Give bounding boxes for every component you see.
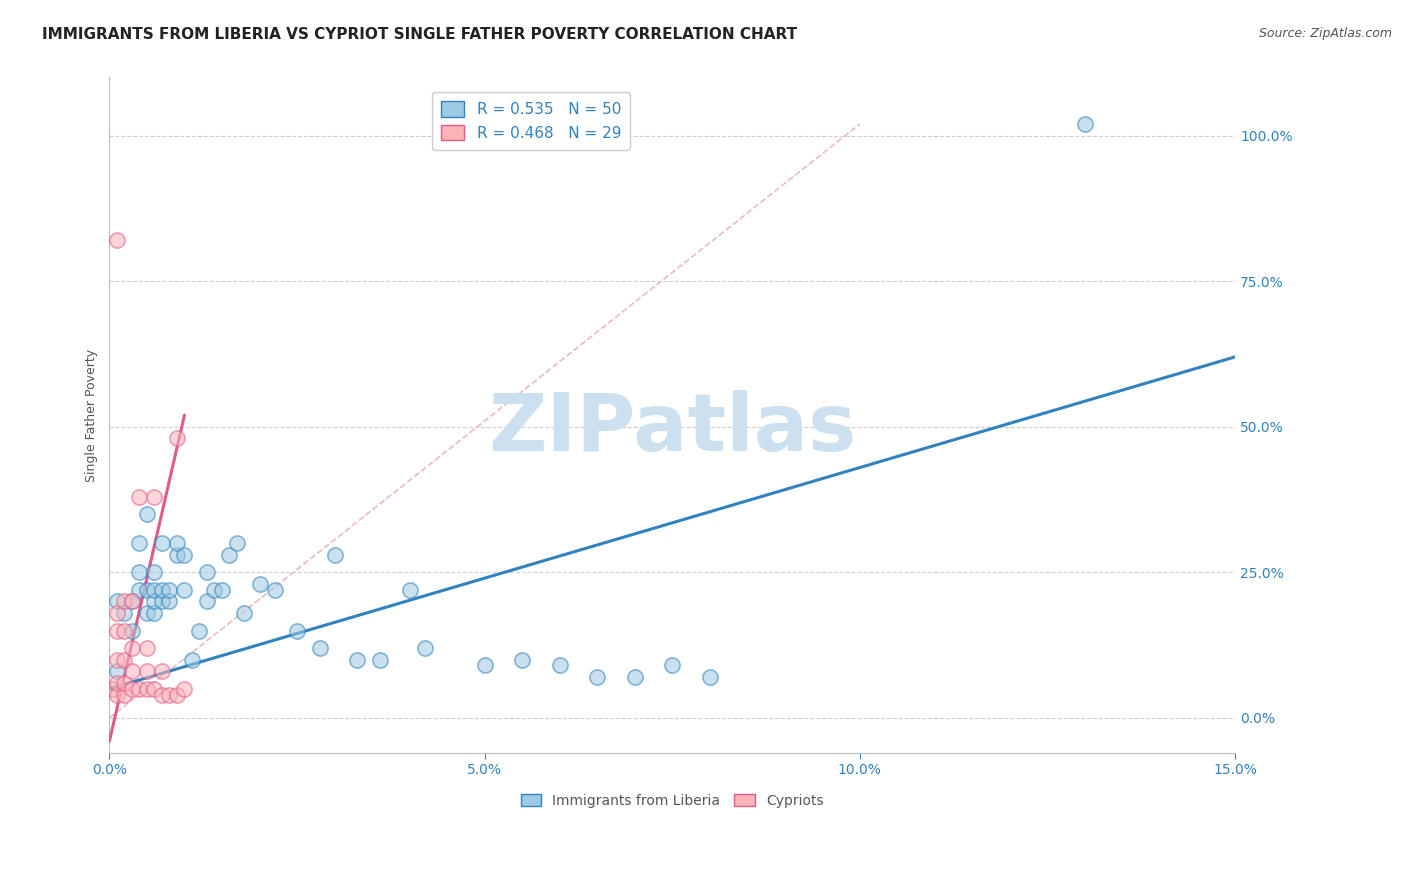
Point — [136, 665, 159, 679]
Point — [128, 490, 150, 504]
Point — [105, 606, 128, 620]
Point — [211, 582, 233, 597]
Point — [143, 566, 166, 580]
Point — [128, 582, 150, 597]
Point — [143, 490, 166, 504]
Y-axis label: Single Father Poverty: Single Father Poverty — [86, 349, 98, 482]
Point — [699, 670, 721, 684]
Point — [112, 653, 135, 667]
Point — [398, 582, 420, 597]
Point — [128, 536, 150, 550]
Point — [233, 606, 256, 620]
Point — [661, 658, 683, 673]
Point — [112, 688, 135, 702]
Point — [112, 676, 135, 690]
Point — [136, 582, 159, 597]
Point — [323, 548, 346, 562]
Point — [159, 688, 181, 702]
Point — [226, 536, 249, 550]
Point — [105, 234, 128, 248]
Point — [105, 676, 128, 690]
Point — [188, 624, 211, 638]
Point — [112, 624, 135, 638]
Point — [173, 548, 195, 562]
Point — [101, 681, 124, 696]
Point — [166, 432, 188, 446]
Point — [112, 594, 135, 608]
Point — [586, 670, 609, 684]
Point — [105, 688, 128, 702]
Point — [249, 577, 271, 591]
Point — [121, 681, 143, 696]
Point — [105, 665, 128, 679]
Point — [121, 640, 143, 655]
Point — [150, 665, 173, 679]
Point — [121, 594, 143, 608]
Point — [136, 681, 159, 696]
Point — [1074, 117, 1097, 131]
Point — [623, 670, 645, 684]
Point — [121, 624, 143, 638]
Point — [128, 566, 150, 580]
Point — [195, 594, 218, 608]
Point — [159, 582, 181, 597]
Point — [285, 624, 308, 638]
Point — [112, 606, 135, 620]
Point — [105, 624, 128, 638]
Point — [105, 594, 128, 608]
Point — [159, 594, 181, 608]
Point — [105, 653, 128, 667]
Point — [166, 688, 188, 702]
Text: Source: ZipAtlas.com: Source: ZipAtlas.com — [1258, 27, 1392, 40]
Point — [143, 606, 166, 620]
Point — [368, 653, 391, 667]
Point — [136, 606, 159, 620]
Point — [413, 640, 436, 655]
Point — [150, 582, 173, 597]
Text: IMMIGRANTS FROM LIBERIA VS CYPRIOT SINGLE FATHER POVERTY CORRELATION CHART: IMMIGRANTS FROM LIBERIA VS CYPRIOT SINGL… — [42, 27, 797, 42]
Point — [166, 548, 188, 562]
Point — [548, 658, 571, 673]
Point — [136, 507, 159, 521]
Point — [143, 594, 166, 608]
Point — [143, 681, 166, 696]
Point — [150, 688, 173, 702]
Point — [474, 658, 496, 673]
Point — [510, 653, 533, 667]
Point — [308, 640, 330, 655]
Text: ZIPatlas: ZIPatlas — [488, 390, 856, 467]
Point — [136, 640, 159, 655]
Point — [121, 665, 143, 679]
Point — [195, 566, 218, 580]
Point — [346, 653, 368, 667]
Point — [166, 536, 188, 550]
Point — [263, 582, 285, 597]
Point — [173, 681, 195, 696]
Legend: Immigrants from Liberia, Cypriots: Immigrants from Liberia, Cypriots — [515, 789, 830, 814]
Point — [181, 653, 204, 667]
Point — [204, 582, 226, 597]
Point — [218, 548, 240, 562]
Point — [150, 536, 173, 550]
Point — [128, 681, 150, 696]
Point — [143, 582, 166, 597]
Point — [173, 582, 195, 597]
Point — [121, 594, 143, 608]
Point — [150, 594, 173, 608]
